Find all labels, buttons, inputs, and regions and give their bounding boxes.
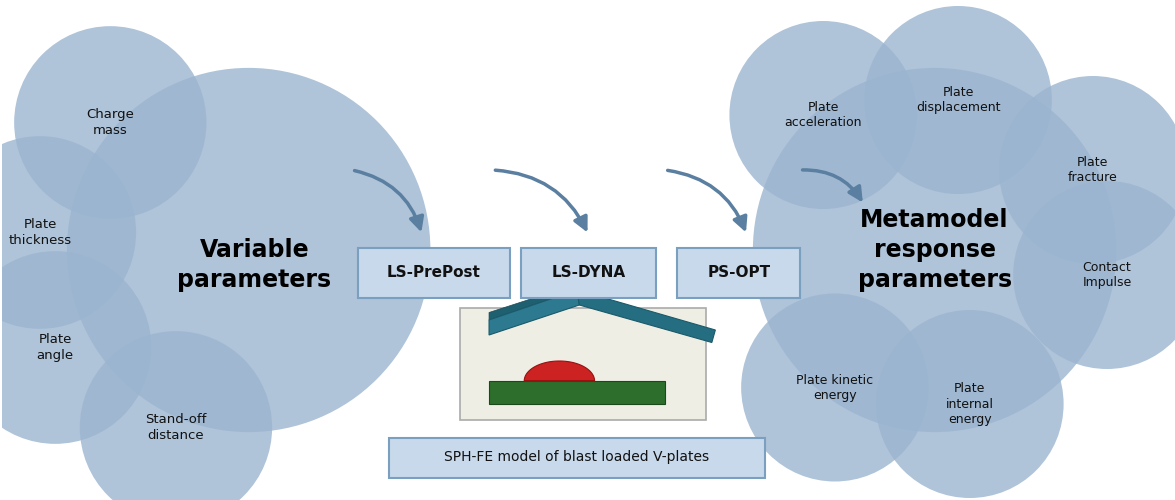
Ellipse shape <box>1013 181 1175 369</box>
Text: Contact
Impulse: Contact Impulse <box>1082 261 1132 289</box>
Ellipse shape <box>753 68 1116 432</box>
Ellipse shape <box>14 26 207 219</box>
Ellipse shape <box>741 294 928 482</box>
Polygon shape <box>459 308 706 420</box>
Ellipse shape <box>0 136 136 329</box>
Ellipse shape <box>877 310 1063 498</box>
Ellipse shape <box>730 21 916 209</box>
Text: PS-OPT: PS-OPT <box>707 265 771 280</box>
Text: Plate kinetic
energy: Plate kinetic energy <box>797 374 873 402</box>
Text: Stand-off
distance: Stand-off distance <box>146 413 207 442</box>
Text: LS-PrePost: LS-PrePost <box>387 265 481 280</box>
Text: Plate
acceleration: Plate acceleration <box>785 101 862 129</box>
Text: LS-DYNA: LS-DYNA <box>551 265 626 280</box>
Ellipse shape <box>865 6 1052 194</box>
FancyBboxPatch shape <box>389 438 765 478</box>
Ellipse shape <box>0 251 152 444</box>
Polygon shape <box>489 284 577 320</box>
Ellipse shape <box>999 76 1175 264</box>
Ellipse shape <box>67 68 430 432</box>
Ellipse shape <box>80 331 273 500</box>
Text: Plate
angle: Plate angle <box>36 333 74 362</box>
FancyBboxPatch shape <box>522 248 656 298</box>
Text: SPH-FE model of blast loaded V-plates: SPH-FE model of blast loaded V-plates <box>444 450 710 464</box>
Polygon shape <box>524 361 595 381</box>
Text: Plate
displacement: Plate displacement <box>915 86 1000 114</box>
Text: Charge
mass: Charge mass <box>86 108 134 137</box>
Text: Plate
internal
energy: Plate internal energy <box>946 382 994 426</box>
Text: Metamodel
response
parameters: Metamodel response parameters <box>858 208 1012 292</box>
Text: Variable
parameters: Variable parameters <box>177 238 331 292</box>
Text: Plate
fracture: Plate fracture <box>1068 156 1117 184</box>
Text: Plate
thickness: Plate thickness <box>8 218 72 247</box>
Polygon shape <box>577 290 716 343</box>
Polygon shape <box>489 290 579 335</box>
FancyBboxPatch shape <box>357 248 510 298</box>
FancyBboxPatch shape <box>677 248 800 298</box>
Polygon shape <box>489 381 665 404</box>
